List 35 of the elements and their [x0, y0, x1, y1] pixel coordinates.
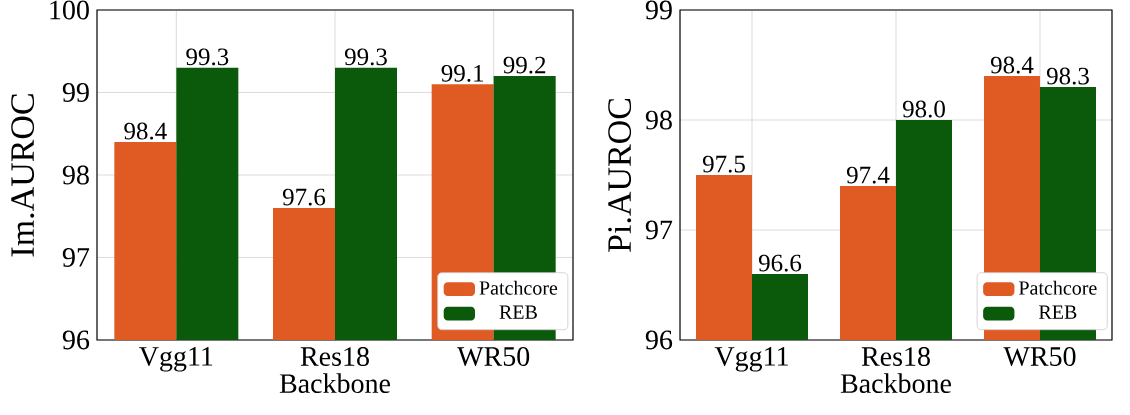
data-label: 99.2: [503, 56, 546, 74]
y-tick-label: 97: [62, 248, 90, 267]
legend-label: Patchcore: [1018, 280, 1097, 295]
x-tick-label: Vgg11: [714, 347, 788, 372]
data-label: 98.0: [902, 100, 945, 118]
data-label: 99.3: [344, 48, 387, 66]
x-tick-label: Vgg11: [139, 347, 213, 372]
data-label: 98.4: [990, 56, 1034, 74]
y-tick-label: 97: [645, 220, 673, 240]
data-label: 99.1: [441, 64, 484, 82]
y-tick-label: 98: [645, 110, 672, 130]
x-tick-label: WR50: [457, 347, 530, 367]
data-label: 97.6: [282, 188, 326, 206]
x-tick-label: Res18: [861, 347, 930, 366]
y-tick-label: 100: [50, 0, 89, 20]
data-label: 99.3: [186, 48, 229, 66]
y-tick-label: 98: [62, 165, 89, 185]
data-label: 97.5: [702, 155, 745, 173]
y-axis-title: Pi.AUROC: [608, 98, 632, 252]
legend-label: REB: [1038, 305, 1077, 319]
x-axis-title: Backbone: [840, 373, 952, 394]
x-tick-label: Res18: [300, 347, 369, 366]
data-label: 96.6: [758, 254, 802, 272]
y-tick-label: 99: [62, 83, 89, 102]
data-label: 97.4: [846, 166, 890, 184]
legend-label: Patchcore: [479, 280, 558, 295]
data-label: 98.4: [124, 122, 167, 140]
y-tick-label: 96: [62, 330, 90, 350]
legend-label: REB: [499, 305, 537, 319]
x-tick-label: WR50: [1003, 347, 1076, 367]
data-label: 98.3: [1046, 67, 1089, 85]
y-axis-title: Im.AUROC: [11, 94, 35, 257]
x-axis-title: Backbone: [279, 373, 391, 394]
y-tick-label: 99: [645, 0, 672, 20]
y-tick-label: 96: [645, 330, 673, 350]
